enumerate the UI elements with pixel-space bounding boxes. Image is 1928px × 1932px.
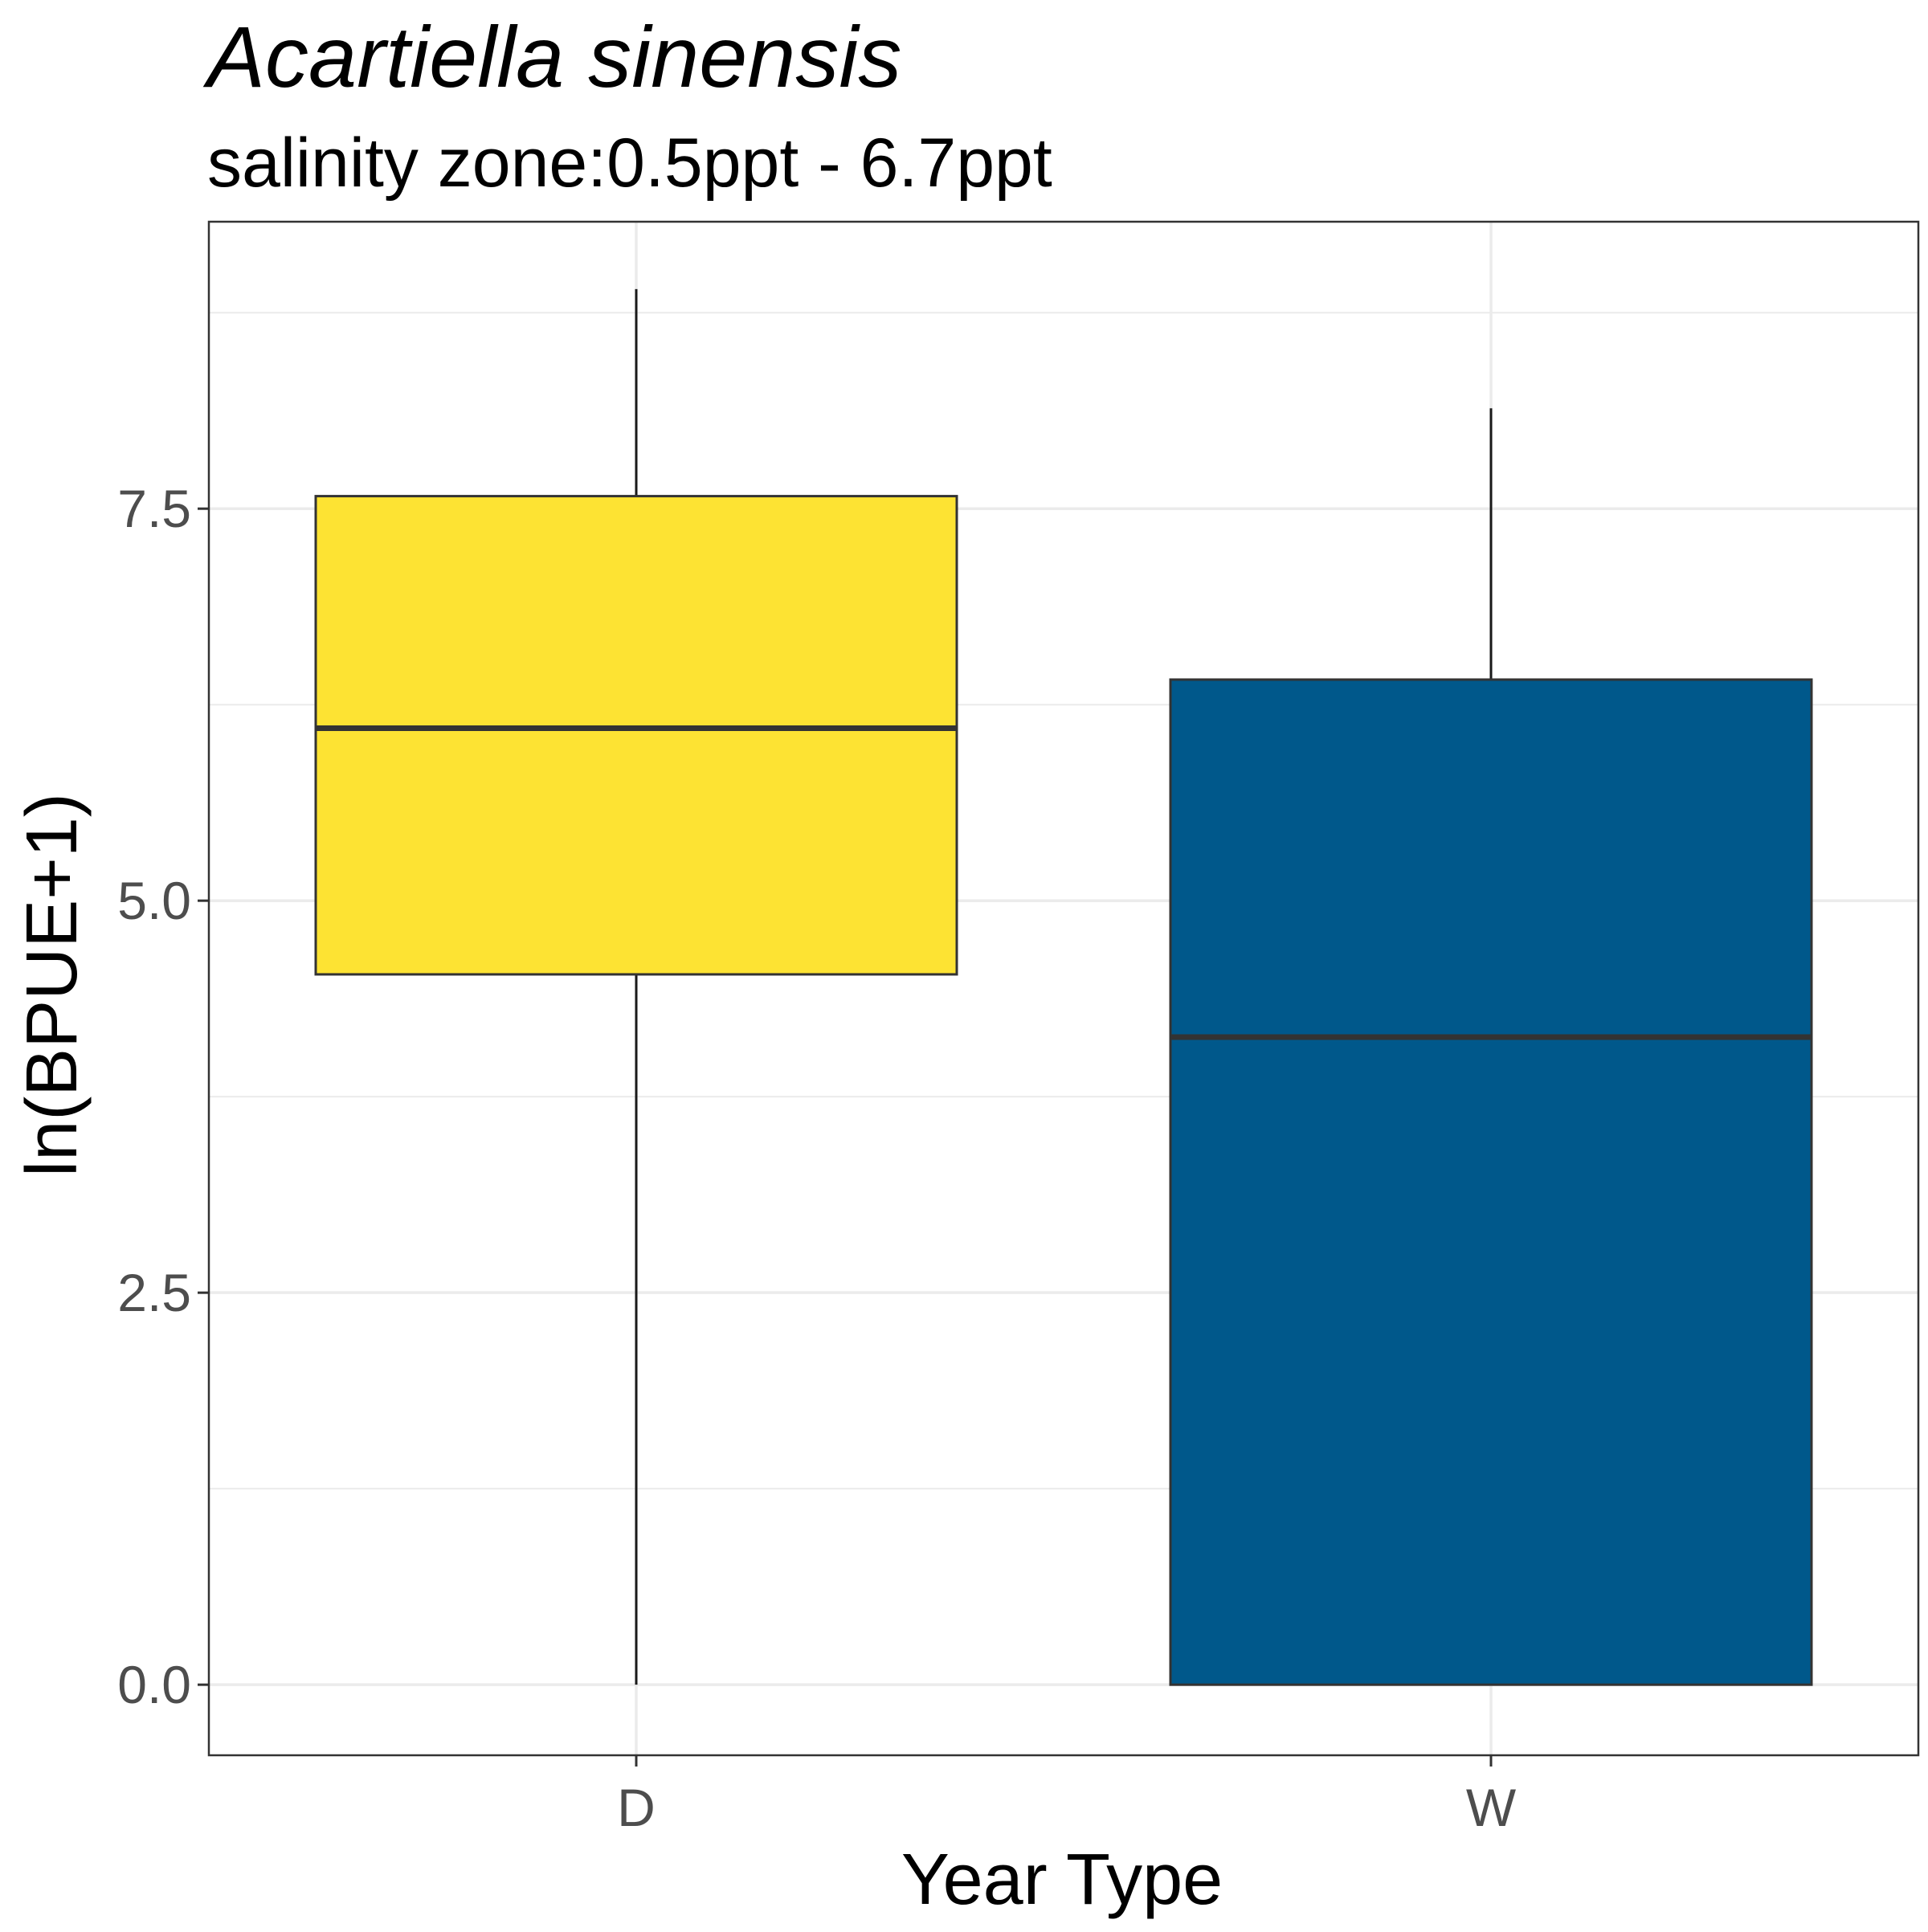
box-W <box>1169 678 1813 1686</box>
x-axis-title: Year Type <box>901 1840 1223 1920</box>
chart-title: Acartiella sinensis <box>202 8 901 105</box>
x-tick-label: W <box>1466 1778 1517 1837</box>
x-tick-label: D <box>617 1778 656 1837</box>
y-tick-label: 0.0 <box>117 1655 191 1714</box>
y-axis-title: ln(BPUE+1) <box>12 793 92 1177</box>
y-tick-label: 2.5 <box>117 1263 191 1322</box>
chart-subtitle: salinity zone:0.5ppt - 6.7ppt <box>207 125 1052 202</box>
y-tick-label: 7.5 <box>117 479 191 538</box>
plot-area: 0.0 2.5 5.0 7.5 D W <box>117 220 1920 1837</box>
y-tick-label: 5.0 <box>117 871 191 930</box>
plot-border <box>207 220 1920 1757</box>
box-D <box>314 495 958 976</box>
